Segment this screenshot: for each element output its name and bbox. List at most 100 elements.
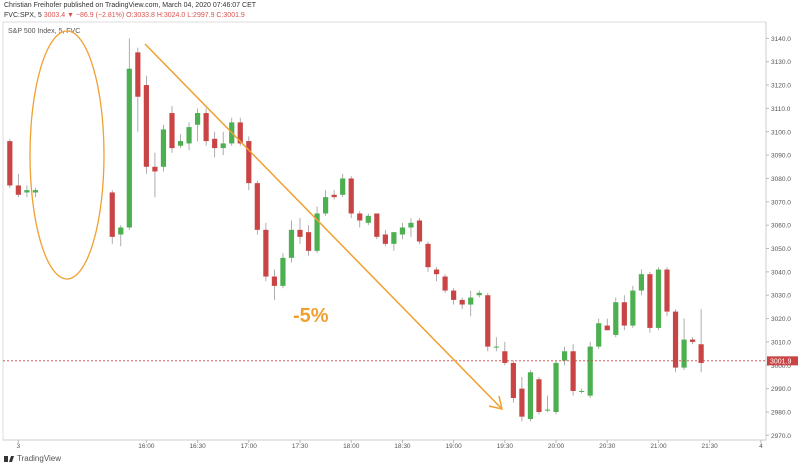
candle-up [32, 190, 39, 193]
candle-up [177, 141, 184, 146]
candle-up [391, 232, 397, 244]
y-tick-label: 3020.0 [771, 316, 791, 323]
trend-arrow-head [488, 395, 504, 411]
candle-up [323, 197, 329, 214]
candle-down [254, 183, 260, 230]
candle-up [220, 143, 226, 149]
candle-up [118, 227, 124, 235]
y-tick-label: 3140.0 [771, 36, 791, 43]
candle-up [561, 351, 568, 361]
footer: TradingView [4, 454, 61, 463]
y-tick-label: 3030.0 [771, 293, 791, 300]
candle-down [152, 166, 158, 172]
y-tick-label: 3040.0 [771, 269, 791, 276]
candle-up [186, 127, 192, 144]
candle-down [305, 232, 312, 251]
footer-brand: TradingView [17, 454, 62, 463]
y-tick-label: 3110.0 [771, 106, 791, 113]
y-tick-label: 3000.0 [771, 363, 791, 370]
candle-up [476, 292, 482, 296]
candle-down [357, 213, 363, 221]
candle-down [271, 276, 278, 286]
candle-down [416, 220, 423, 242]
x-tick-label: 19:00 [445, 443, 462, 450]
x-axis: 3 16:00 16:30 17:00 17:30 18:00 18:30 19:00 19:3… [17, 440, 763, 450]
plot-area [2, 21, 767, 441]
author-line: Christian Freihofer published on Trading… [4, 2, 257, 9]
x-tick-label: 16:00 [138, 443, 155, 450]
x-tick-label: 16:30 [189, 443, 206, 450]
candle-down [621, 302, 627, 326]
y-tick-label: 3010.0 [771, 339, 791, 346]
y-tick-label: 2970.0 [771, 433, 791, 440]
y-tick-label: 3080.0 [771, 176, 791, 183]
x-tick-label: 17:00 [241, 443, 258, 450]
candle-down [263, 229, 269, 277]
candle-up [579, 390, 585, 392]
chart-title: S&P 500 Index, 5, FVC [8, 28, 80, 35]
candle-down [604, 325, 610, 331]
candle-down [536, 379, 542, 412]
y-tick-label: 3070.0 [771, 199, 791, 206]
candle-down [502, 351, 508, 363]
candle-up [314, 213, 320, 251]
candle-down [109, 192, 115, 237]
candle-up [587, 346, 593, 396]
y-axis: 2970.0 2980.0 2990.0 3000.0 3010.0 3020.0 3030… [766, 36, 791, 440]
x-tick-label: 21:30 [702, 443, 719, 450]
trend-arrow [144, 43, 503, 410]
x-tick-label: 19:30 [497, 443, 514, 450]
last-price-tag: 3001.9 [767, 356, 798, 366]
candle-up [544, 409, 551, 411]
candle-up [126, 68, 132, 228]
x-tick-label: 17:30 [292, 443, 309, 450]
candle-up [553, 362, 559, 412]
candle-down [510, 362, 516, 398]
candle-down [237, 122, 243, 144]
candle-up [468, 297, 474, 305]
candle-down [664, 269, 670, 312]
candle-down [459, 299, 465, 305]
candle-up [160, 129, 167, 167]
candle-up [340, 178, 346, 195]
candle-down [246, 141, 252, 184]
candle-up [613, 302, 619, 335]
x-tick-label: 18:30 [394, 443, 411, 450]
symbol-prefix: FVC:SPX, 5 [4, 12, 42, 19]
y-tick-label: 3100.0 [771, 129, 791, 136]
y-tick-label: 3130.0 [771, 59, 791, 66]
candle-down [672, 311, 679, 368]
percent-change-label: -5% [293, 305, 329, 327]
x-tick-label: 3 [17, 443, 21, 450]
candle-up [408, 222, 414, 228]
candle-down [485, 295, 491, 347]
candle-down [212, 138, 218, 149]
candle-down [331, 194, 337, 198]
candle-down [425, 243, 431, 268]
y-tick-label: 2990.0 [771, 386, 791, 393]
symbol-values: 3003.4 ▼ −86.9 (−2.81%) O:3033.8 H:3024.… [43, 12, 245, 19]
candle-up [288, 229, 295, 258]
candle-down [374, 213, 380, 237]
candle-down [382, 234, 388, 244]
candle-down [15, 185, 21, 195]
highlight-ellipse [29, 30, 105, 280]
candle-down [519, 388, 525, 417]
candle-down [169, 113, 175, 149]
y-tick-label: 3060.0 [771, 223, 791, 230]
candle-down [570, 351, 576, 391]
candle-down [203, 113, 209, 142]
candle-down [647, 274, 653, 328]
candle-down [698, 344, 704, 363]
x-tick-label: 4 [759, 443, 763, 450]
y-tick-label: 3050.0 [771, 246, 791, 253]
x-tick-label: 20:30 [599, 443, 616, 450]
candle-up [655, 269, 662, 328]
candle-down [297, 229, 303, 237]
candles [7, 38, 704, 422]
y-tick-label: 2980.0 [771, 409, 791, 416]
candle-up [24, 190, 30, 193]
candle-down [451, 290, 457, 300]
symbol-line: FVC:SPX, 5 3003.4 ▼ −86.9 (−2.81%) O:303… [4, 12, 245, 19]
